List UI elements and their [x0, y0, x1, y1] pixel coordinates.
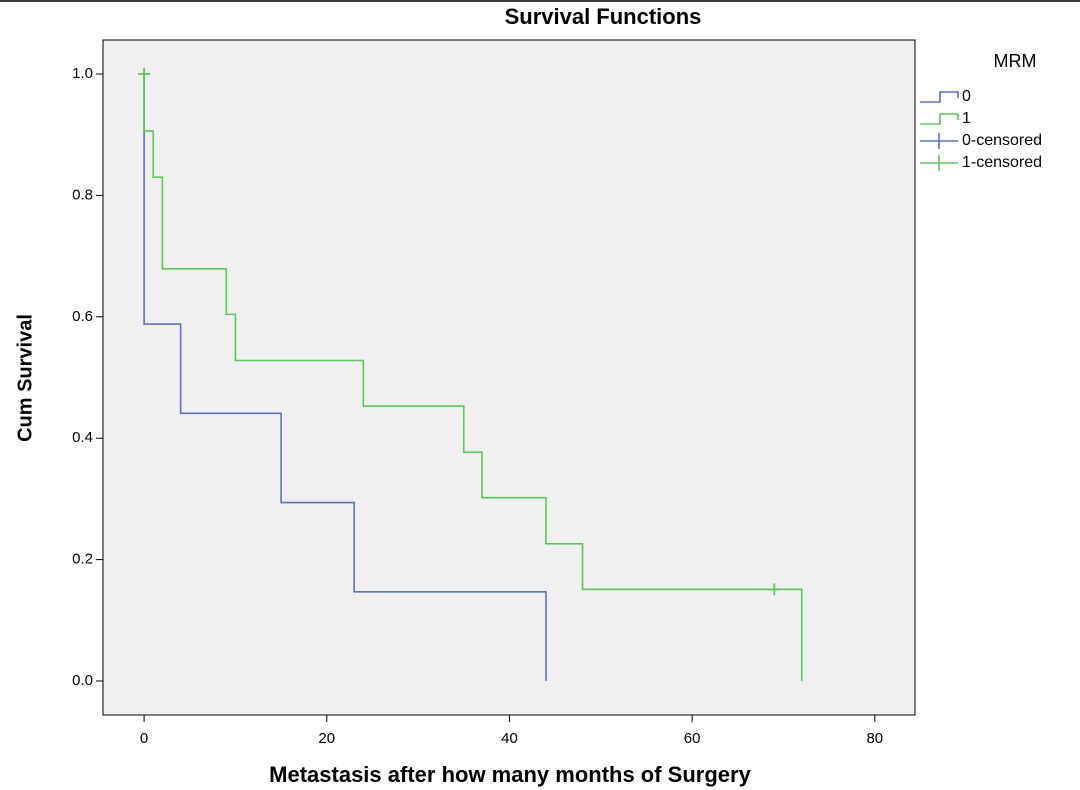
y-axis-label: Cum Survival: [14, 314, 36, 442]
censor-mark: [138, 67, 151, 80]
x-tick-label: 80: [866, 730, 883, 747]
survival-line: [143, 73, 547, 682]
legend-swatch: [920, 155, 958, 171]
legend-label: 1-censored: [962, 154, 1042, 171]
legend-label: 0: [962, 88, 971, 105]
survival-line: [143, 73, 803, 682]
legend-swatch: [920, 91, 959, 103]
plot-area: [102, 39, 916, 716]
y-tick-label: 0.0: [72, 672, 93, 689]
legend-title: MRM: [994, 51, 1037, 71]
x-tick-label: 0: [140, 730, 148, 747]
y-tick-label: 0.4: [72, 429, 93, 446]
x-tick-label: 40: [501, 730, 518, 747]
y-tick-label: 0.6: [72, 308, 93, 325]
legend-label: 0-censored: [962, 132, 1042, 149]
legend-label: 1: [962, 110, 971, 127]
y-tick-label: 0.2: [72, 551, 93, 568]
legend-swatch: [920, 133, 958, 149]
censor-mark: [768, 583, 781, 596]
legend-swatch: [920, 113, 959, 125]
y-tick-label: 0.8: [72, 186, 93, 203]
x-axis-label: Metastasis after how many months of Surg…: [269, 762, 751, 787]
x-tick-label: 60: [684, 730, 701, 747]
chart-title: Survival Functions: [505, 4, 702, 29]
x-tick-label: 20: [318, 730, 335, 747]
y-tick-label: 1.0: [72, 65, 93, 82]
